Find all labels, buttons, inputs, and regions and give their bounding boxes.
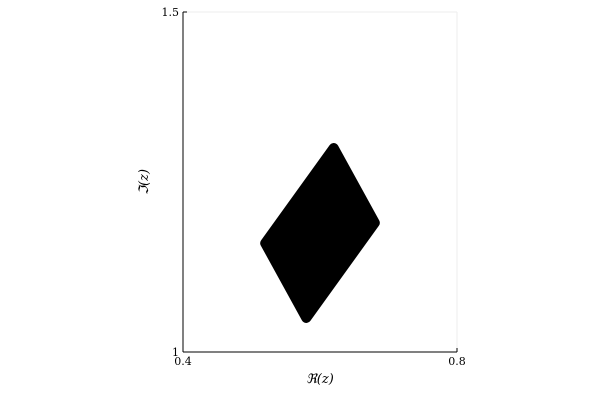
x-tick-label-0: 0.4	[174, 355, 192, 368]
y-axis-label: ℑ(z)	[137, 169, 152, 195]
axes: 0.4 0.8 1 1.5	[162, 6, 466, 368]
x-tick-label-1: 0.8	[448, 355, 466, 368]
plot-area	[183, 11, 458, 352]
x-axis-label: ℜ(z)	[306, 372, 334, 387]
y-tick-label-1: 1.5	[162, 6, 180, 19]
y-tick-label-0: 1	[172, 346, 179, 359]
chart-marks	[260, 143, 380, 323]
filled-region-0	[260, 143, 380, 323]
